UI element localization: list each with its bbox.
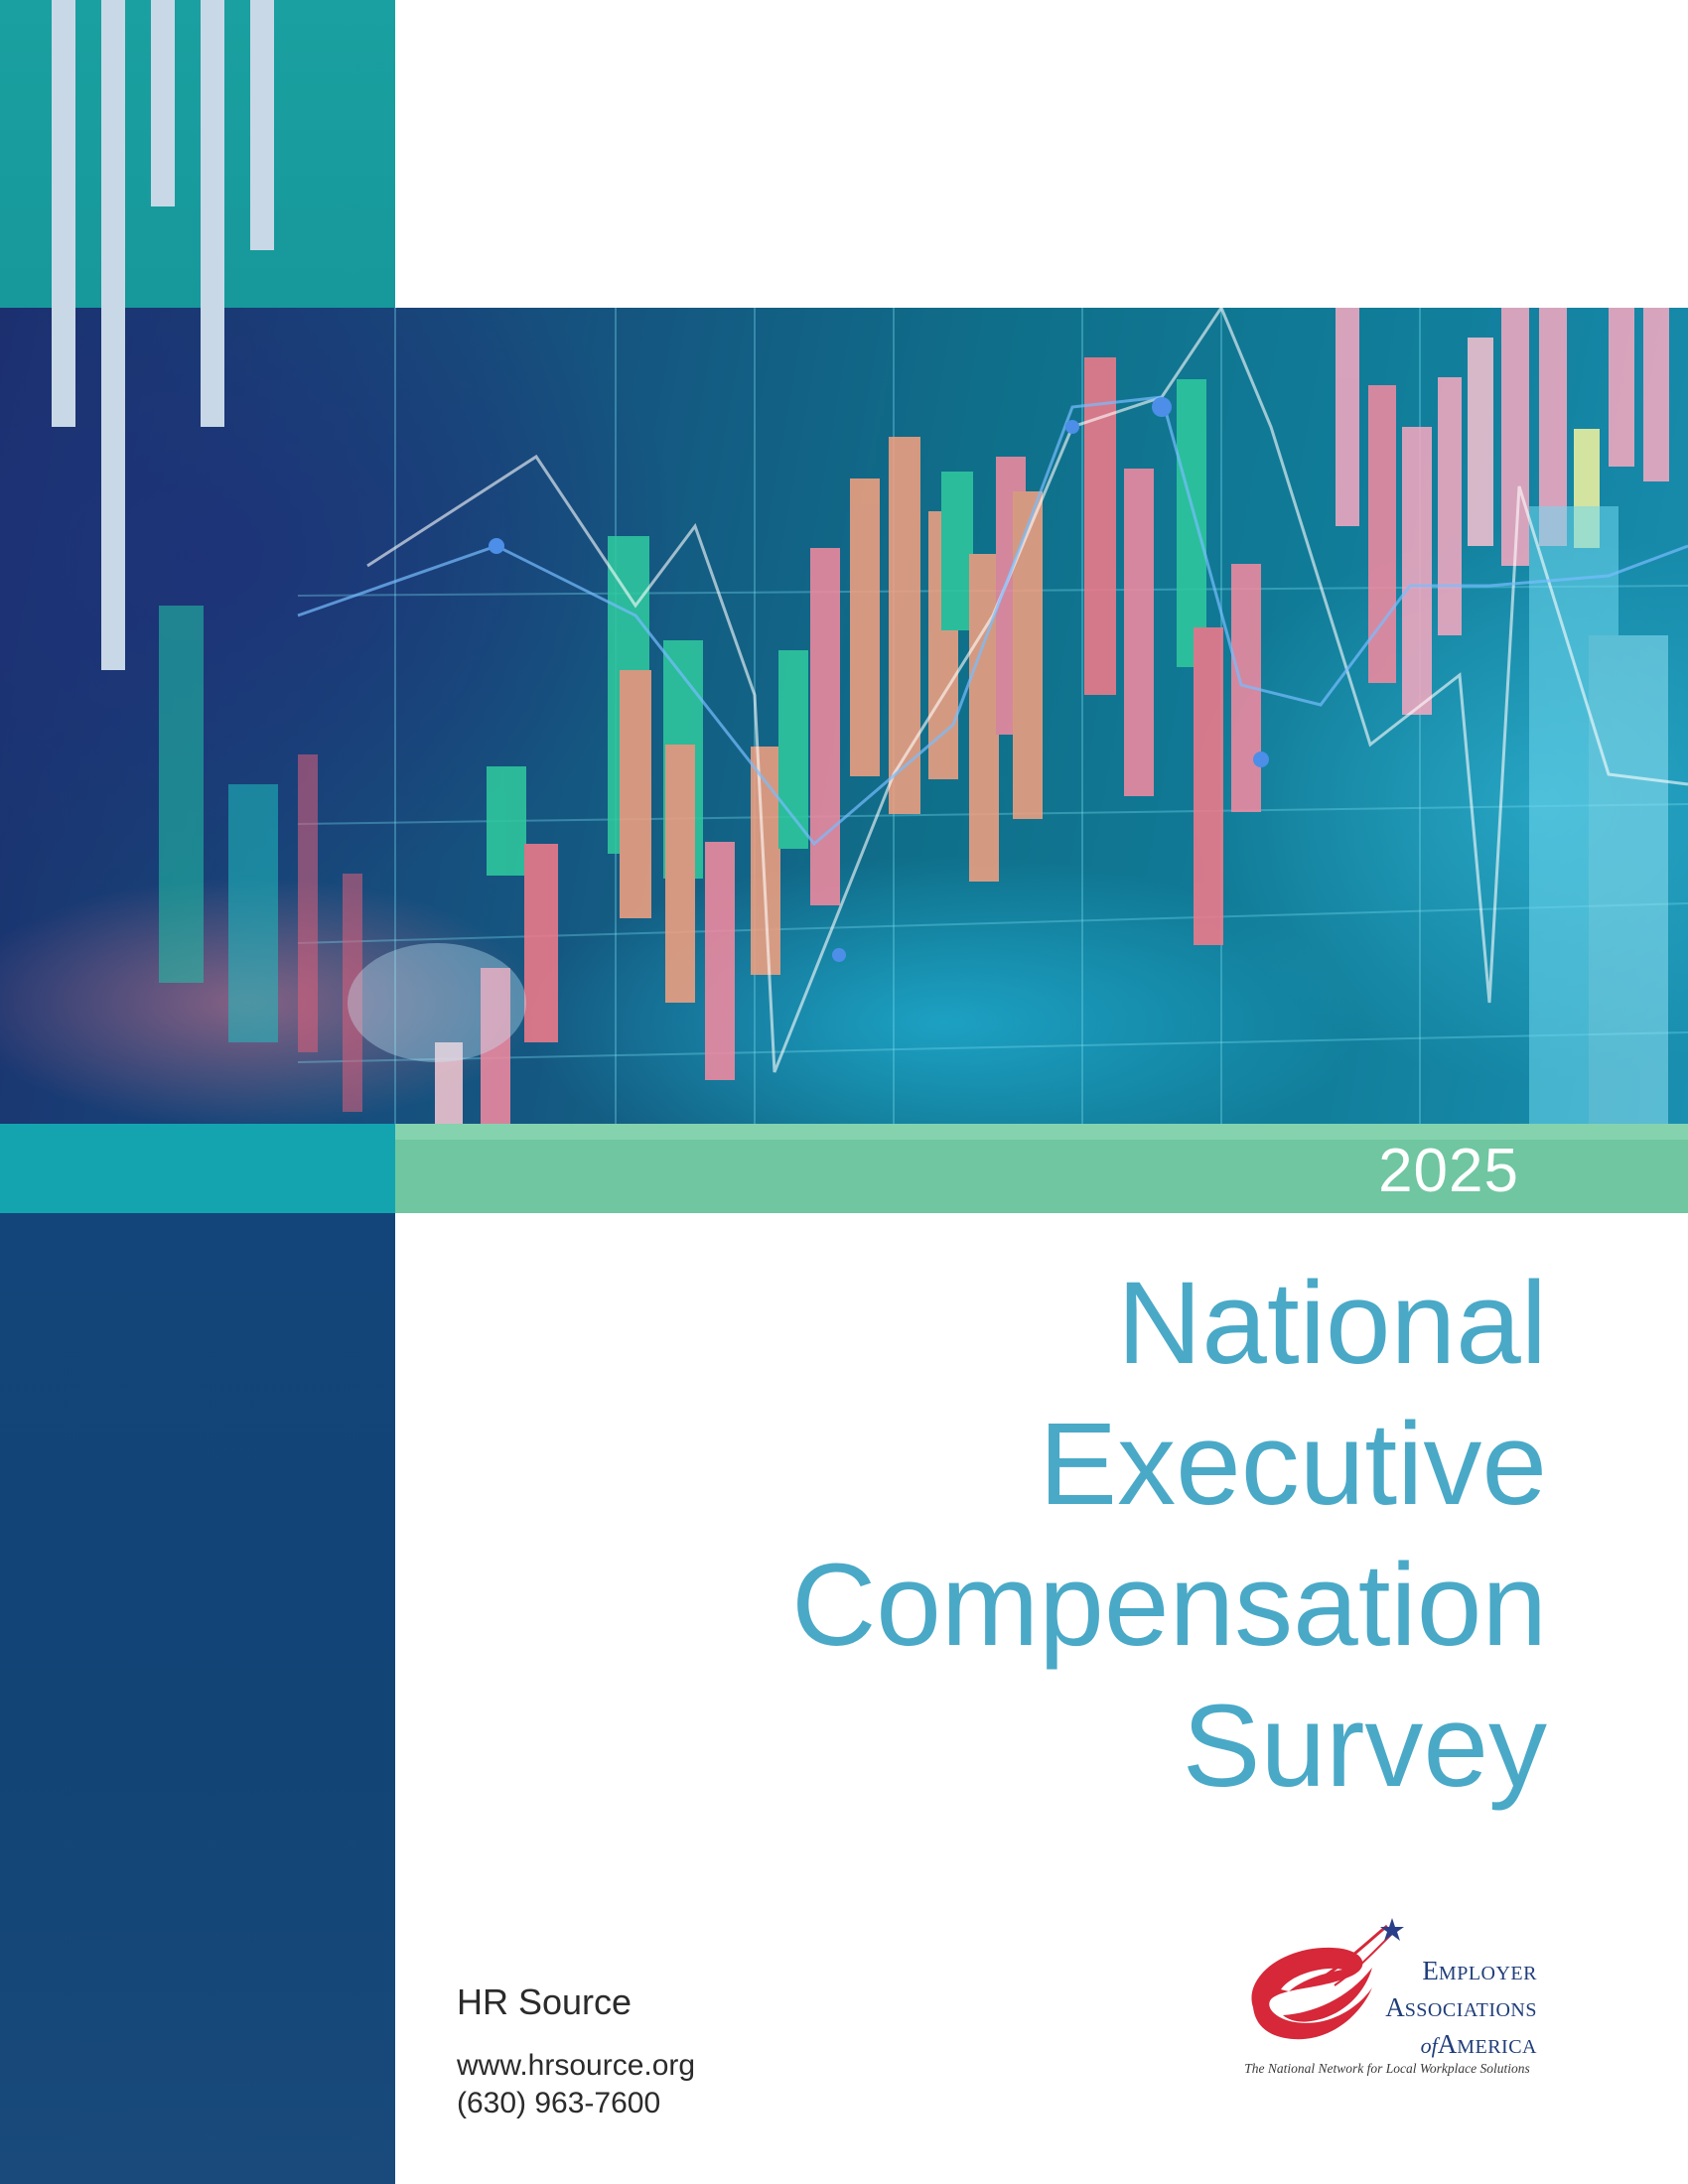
hero-graphic	[159, 308, 1688, 1124]
title-line-4: Survey	[1182, 1681, 1547, 1812]
green-strip-highlight	[395, 1124, 1688, 1140]
title-line-1: National	[1117, 1258, 1547, 1389]
hero-financial-chart-image	[0, 308, 1688, 1124]
report-title: National Executive Compensation Survey	[791, 1253, 1547, 1817]
publisher-name: HR Source	[457, 1981, 633, 2022]
publisher-phone: (630) 963-7600	[457, 2087, 661, 2119]
report-year: 2025	[1378, 1137, 1519, 1205]
title-line-2: Executive	[1039, 1399, 1547, 1530]
navy-side-column	[0, 1213, 395, 2184]
green-strip	[395, 1124, 1688, 1213]
title-line-3: Compensation	[791, 1540, 1547, 1671]
decorative-vertical-bars	[52, 0, 274, 670]
logo-tagline: The National Network for Local Workplace…	[1244, 2061, 1530, 2076]
publisher-contact: www.hrsource.org (630) 963-7600	[457, 2047, 695, 2122]
logo-wordmark: EMPLOYER ASSOCIATIONS ofAMERICA	[1385, 1956, 1537, 2059]
teal-strip	[0, 1124, 395, 1213]
publisher-website[interactable]: www.hrsource.org	[457, 2049, 696, 2082]
employer-associations-logo-icon	[1251, 1918, 1404, 2040]
